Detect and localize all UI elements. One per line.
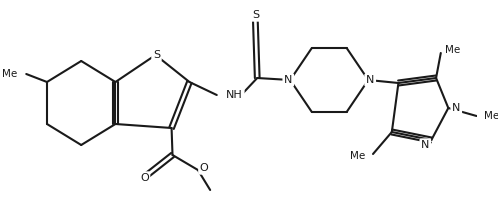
Text: O: O (140, 173, 148, 183)
Text: Me: Me (446, 45, 461, 55)
Text: S: S (252, 10, 259, 20)
Text: NH: NH (226, 90, 243, 100)
Text: Me: Me (484, 111, 498, 121)
Text: N: N (421, 140, 429, 150)
Text: N: N (452, 103, 461, 113)
Text: N: N (284, 75, 292, 85)
Text: Me: Me (350, 151, 366, 161)
Text: O: O (200, 163, 209, 173)
Text: N: N (366, 75, 374, 85)
Text: S: S (153, 50, 160, 60)
Text: Me: Me (1, 69, 17, 79)
